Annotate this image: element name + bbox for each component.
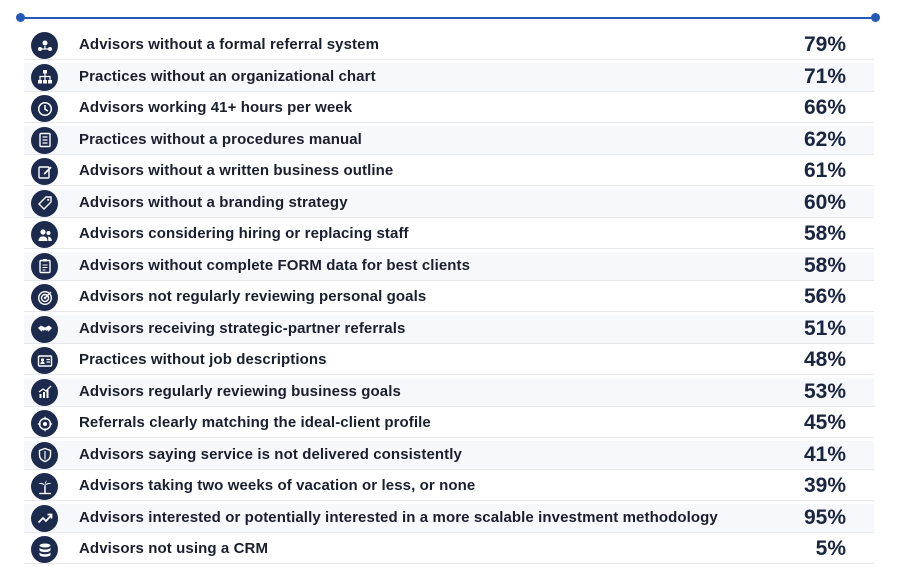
- row-value: 66%: [803, 96, 846, 119]
- table-row: Advisors not using a CRM 5%: [24, 535, 874, 564]
- row-label: Advisors regularly reviewing business go…: [79, 382, 401, 400]
- row-label: Practices without an organizational char…: [79, 67, 376, 85]
- table-row: Advisors without a formal referral syste…: [24, 31, 874, 60]
- row-value: 56%: [803, 285, 846, 308]
- row-label: Practices without a procedures manual: [79, 130, 362, 148]
- row-value: 71%: [803, 64, 846, 88]
- row-label: Advisors saying service is not delivered…: [79, 445, 462, 463]
- row-value: 5%: [815, 537, 846, 560]
- row-label: Advisors working 41+ hours per week: [79, 99, 353, 116]
- database-icon: [31, 536, 58, 563]
- manual-icon: [31, 126, 58, 154]
- row-value: 60%: [803, 190, 846, 214]
- row-label: Advisors interested or potentially inter…: [79, 508, 718, 526]
- row-value: 95%: [803, 505, 846, 529]
- crosshair-icon: [31, 410, 58, 437]
- row-label: Advisors without complete FORM data for …: [79, 256, 471, 274]
- divider-left-dot: [16, 13, 25, 22]
- row-label: Advisors without a formal referral syste…: [79, 36, 380, 53]
- row-label: Advisors not regularly reviewing persona…: [79, 288, 427, 305]
- row-value: 79%: [803, 33, 846, 56]
- clock-icon: [31, 95, 58, 122]
- row-label: Advisors without a branding strategy: [79, 193, 348, 211]
- row-value: 58%: [803, 222, 846, 245]
- table-row: Advisors saying service is not delivered…: [24, 440, 874, 470]
- staff-icon: [31, 221, 58, 248]
- divider-right-dot: [871, 13, 880, 22]
- table-row: Referrals clearly matching the ideal-cli…: [24, 409, 874, 438]
- target-icon: [31, 284, 58, 311]
- row-label: Referrals clearly matching the ideal-cli…: [79, 414, 431, 431]
- table-row: Advisors without a written business outl…: [24, 157, 874, 186]
- row-value: 61%: [803, 159, 846, 182]
- trend-up-icon: [31, 504, 58, 532]
- row-value: 58%: [803, 253, 846, 277]
- table-row: Advisors taking two weeks of vacation or…: [24, 472, 874, 501]
- row-value: 41%: [803, 442, 846, 466]
- row-value: 62%: [803, 127, 846, 151]
- table-row: Practices without job descriptions 48%: [24, 346, 874, 375]
- org-chart-icon: [31, 63, 58, 91]
- row-value: 51%: [803, 316, 846, 340]
- row-label: Advisors taking two weeks of vacation or…: [79, 477, 476, 494]
- tag-icon: [31, 189, 58, 217]
- clipboard-icon: [31, 252, 58, 280]
- table-row: Advisors not regularly reviewing persona…: [24, 283, 874, 312]
- row-value: 48%: [803, 348, 846, 371]
- id-card-icon: [31, 347, 58, 374]
- table-row: Practices without a procedures manual 62%: [24, 125, 874, 155]
- table-row: Advisors working 41+ hours per week 66%: [24, 94, 874, 123]
- shield-icon: [31, 441, 58, 469]
- growth-chart-icon: [31, 378, 58, 406]
- table-row: Advisors without complete FORM data for …: [24, 251, 874, 281]
- row-value: 39%: [803, 474, 846, 497]
- palm-tree-icon: [31, 473, 58, 500]
- table-row: Advisors regularly reviewing business go…: [24, 377, 874, 407]
- row-value: 53%: [803, 379, 846, 403]
- row-label: Advisors considering hiring or replacing…: [79, 225, 409, 242]
- row-label: Advisors receiving strategic-partner ref…: [79, 319, 406, 337]
- row-value: 45%: [803, 411, 846, 434]
- table-row: Advisors interested or potentially inter…: [24, 503, 874, 533]
- table-row: Advisors without a branding strategy 60%: [24, 188, 874, 218]
- edit-icon: [31, 158, 58, 185]
- table-row: Practices without an organizational char…: [24, 62, 874, 92]
- network-people-icon: [31, 32, 58, 59]
- top-divider-line: [20, 17, 878, 19]
- table-row: Advisors receiving strategic-partner ref…: [24, 314, 874, 344]
- table-row: Advisors considering hiring or replacing…: [24, 220, 874, 249]
- stats-table: Advisors without a formal referral syste…: [24, 31, 874, 567]
- row-label: Practices without job descriptions: [79, 351, 327, 368]
- row-label: Advisors not using a CRM: [79, 540, 269, 557]
- handshake-icon: [31, 315, 58, 343]
- row-label: Advisors without a written business outl…: [79, 162, 394, 179]
